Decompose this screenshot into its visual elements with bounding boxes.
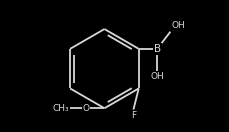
Text: B: B — [153, 44, 160, 54]
Text: OH: OH — [150, 72, 163, 81]
Text: F: F — [130, 111, 135, 120]
Text: O: O — [82, 104, 89, 113]
Text: OH: OH — [170, 21, 184, 30]
Text: CH₃: CH₃ — [52, 104, 68, 113]
